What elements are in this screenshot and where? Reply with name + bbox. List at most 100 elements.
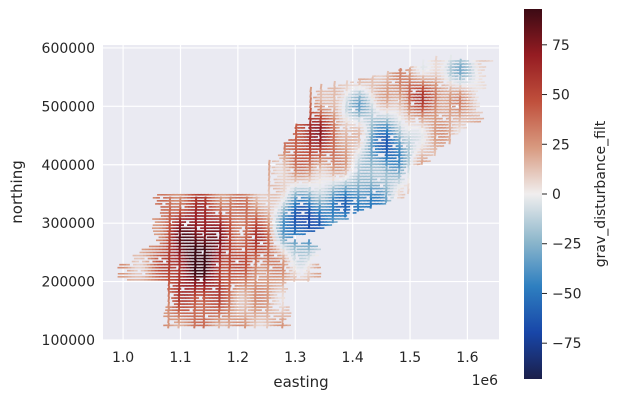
- tie-line-segment: [284, 181, 285, 186]
- tie-line-segment: [195, 249, 196, 254]
- tie-line-segment: [169, 244, 170, 249]
- tie-line-segment: [319, 200, 320, 205]
- tie-line-segment: [422, 143, 423, 148]
- tie-line-segment: [195, 223, 196, 228]
- tie-line-segment: [204, 276, 205, 281]
- tie-line-segment: [245, 291, 246, 296]
- tie-line-segment: [359, 117, 360, 122]
- colorbar-tick-label: 0: [552, 187, 561, 203]
- tie-line-segment: [246, 218, 247, 223]
- tie-line-segment: [372, 114, 373, 119]
- tie-line-segment: [256, 223, 257, 228]
- tie-line-segment: [255, 291, 256, 296]
- tie-line-segment: [170, 207, 171, 212]
- colorbar-tick-label: −75: [552, 336, 582, 352]
- tie-line-segment: [320, 142, 321, 147]
- tie-line-segment: [283, 260, 284, 265]
- tie-line-segment: [169, 265, 170, 270]
- tie-line-segment: [180, 197, 181, 202]
- tie-line-segment: [409, 94, 410, 99]
- tie-line-segment: [408, 167, 409, 172]
- tie-line-segment: [372, 119, 373, 124]
- tie-line-segment: [371, 172, 372, 177]
- tie-line-segment: [460, 96, 461, 101]
- tie-line-segment: [399, 121, 400, 126]
- tie-line-segment: [450, 70, 451, 75]
- tie-line-segment: [196, 202, 197, 207]
- tie-line-segment: [204, 249, 205, 254]
- tie-line-segment: [387, 129, 388, 134]
- tie-line-segment: [399, 184, 400, 189]
- tie-line-segment: [220, 202, 221, 207]
- tie-line-segment: [333, 155, 334, 160]
- tie-line-segment: [283, 291, 284, 296]
- tie-line-segment: [229, 297, 230, 302]
- tie-line-segment: [295, 166, 296, 171]
- tie-line-segment: [372, 93, 373, 98]
- tie-line-segment: [169, 233, 170, 238]
- tie-line-segment: [205, 197, 206, 202]
- tie-line-segment: [295, 181, 296, 186]
- tie-line-segment: [310, 129, 311, 134]
- tie-line-segment: [179, 265, 180, 270]
- tie-line-segment: [219, 270, 220, 275]
- tie-line-segment: [310, 160, 311, 165]
- tie-line-segment: [205, 212, 206, 217]
- tie-line-segment: [268, 228, 269, 233]
- tie-line-segment: [195, 276, 196, 281]
- tie-line-segment: [195, 228, 196, 233]
- tie-line-segment: [400, 105, 401, 110]
- tie-line-segment: [169, 212, 170, 217]
- tie-line-segment: [295, 213, 296, 218]
- tie-line-segment: [333, 202, 334, 207]
- tie-line-segment: [345, 196, 346, 201]
- tie-line-segment: [409, 125, 410, 130]
- tie-line-segment: [386, 160, 387, 165]
- tie-line-segment: [310, 139, 311, 144]
- tie-line-segment: [220, 223, 221, 228]
- tie-line-segment: [333, 170, 334, 175]
- tie-line-segment: [423, 70, 424, 75]
- tie-line-segment: [399, 163, 400, 168]
- tie-line-segment: [283, 281, 284, 286]
- tie-line-segment: [320, 136, 321, 141]
- tie-line-segment: [399, 115, 400, 120]
- tie-line-segment: [195, 244, 196, 249]
- tie-line-segment: [255, 265, 256, 270]
- tie-line-segment: [245, 312, 246, 317]
- tie-line-segment: [295, 224, 296, 229]
- tie-line-segment: [310, 155, 311, 160]
- tie-line-segment: [246, 228, 247, 233]
- tie-line-segment: [180, 228, 181, 233]
- tie-line-segment: [309, 171, 310, 176]
- tie-line-segment: [246, 254, 247, 259]
- tie-line-segment: [334, 118, 335, 123]
- tie-line-segment: [309, 181, 310, 186]
- tie-line-segment: [268, 207, 269, 212]
- tie-line-segment: [256, 197, 257, 202]
- tie-line-segment: [246, 270, 247, 275]
- tie-line-segment: [359, 143, 360, 148]
- tie-line-segment: [346, 86, 347, 91]
- tie-line-segment: [319, 194, 320, 199]
- tie-line-segment: [422, 154, 423, 159]
- tie-line-segment: [409, 131, 410, 136]
- tie-line-segment: [359, 132, 360, 137]
- tie-line-segment: [169, 281, 170, 286]
- tie-line-segment: [220, 254, 221, 259]
- tie-line-segment: [346, 149, 347, 154]
- tie-line-segment: [320, 179, 321, 184]
- tie-line-segment: [220, 239, 221, 244]
- tie-line-segment: [283, 254, 284, 259]
- tie-line-segment: [358, 159, 359, 164]
- tie-line-segment: [409, 68, 410, 73]
- tie-line-segment: [346, 133, 347, 138]
- tie-line-segment: [359, 80, 360, 85]
- tie-line-segment: [269, 160, 270, 165]
- tie-line-segment: [400, 89, 401, 94]
- tie-line-segment: [294, 250, 295, 255]
- tie-line-segment: [450, 86, 451, 91]
- tie-line-segment: [196, 197, 197, 202]
- tie-line-segment: [399, 173, 400, 178]
- tie-line-segment: [310, 145, 311, 150]
